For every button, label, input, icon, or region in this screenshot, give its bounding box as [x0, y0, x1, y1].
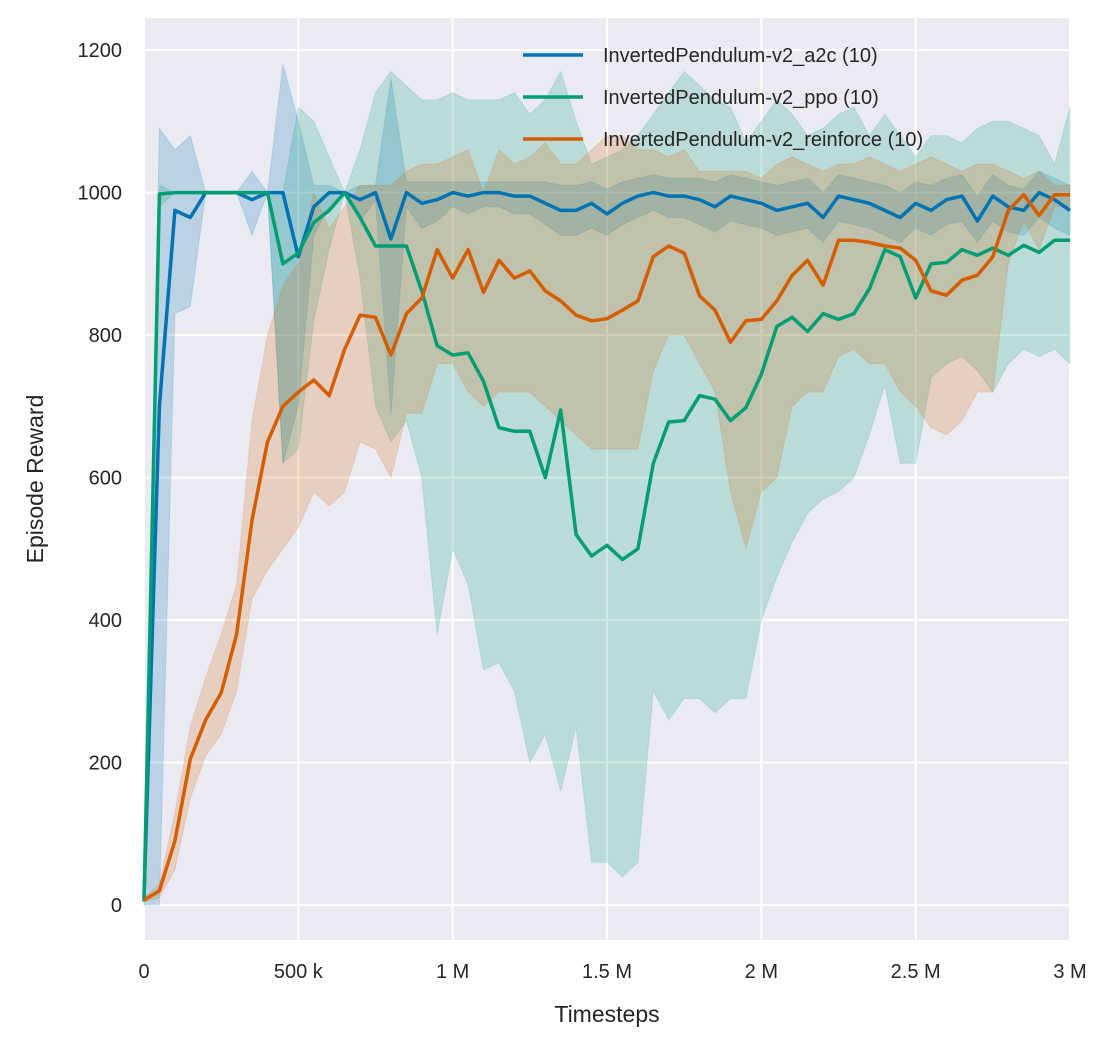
x-tick-label: 0 — [138, 961, 149, 983]
y-tick-label: 600 — [89, 468, 122, 490]
y-tick-label: 0 — [111, 895, 122, 917]
series-lines — [142, 190, 1071, 902]
y-axis-label: Episode Reward — [22, 395, 48, 564]
series-line-0 — [142, 190, 1071, 899]
series-line-2 — [143, 192, 1070, 902]
x-tick-labels: 0 500 k 1 M 1.5 M 2 M 2.5 M 3 M — [138, 961, 1086, 983]
x-tick-label: 1.5 M — [582, 961, 632, 983]
y-tick-label: 200 — [89, 753, 122, 775]
x-tick-label: 1 M — [436, 961, 469, 983]
x-tick-label: 3 M — [1053, 961, 1086, 983]
confidence-band-1 — [143, 70, 1071, 906]
legend-entry: InvertedPendulum-v2_reinforce (10) — [603, 129, 923, 151]
x-tick-label: 2 M — [745, 961, 778, 983]
confidence-bands — [143, 64, 1071, 906]
confidence-band-0 — [143, 64, 1071, 906]
legend-entry: InvertedPendulum-v2_ppo (10) — [603, 87, 879, 109]
y-tick-label: 800 — [89, 325, 122, 347]
legend: InvertedPendulum-v2_a2c (10) InvertedPend… — [523, 45, 923, 151]
x-axis-label: Timesteps — [554, 1001, 659, 1027]
legend-entry: InvertedPendulum-v2_a2c (10) — [603, 45, 878, 67]
x-tick-label: 500 k — [274, 961, 324, 983]
y-tick-labels: 0 200 400 600 800 1000 1200 — [78, 40, 123, 917]
y-tick-label: 1200 — [78, 40, 123, 62]
y-tick-label: 400 — [89, 610, 122, 632]
x-tick-label: 2.5 M — [891, 961, 941, 983]
y-tick-label: 1000 — [78, 183, 123, 205]
confidence-band-2 — [143, 135, 1071, 903]
gridlines — [143, 18, 1071, 940]
series-line-1 — [142, 190, 1070, 902]
